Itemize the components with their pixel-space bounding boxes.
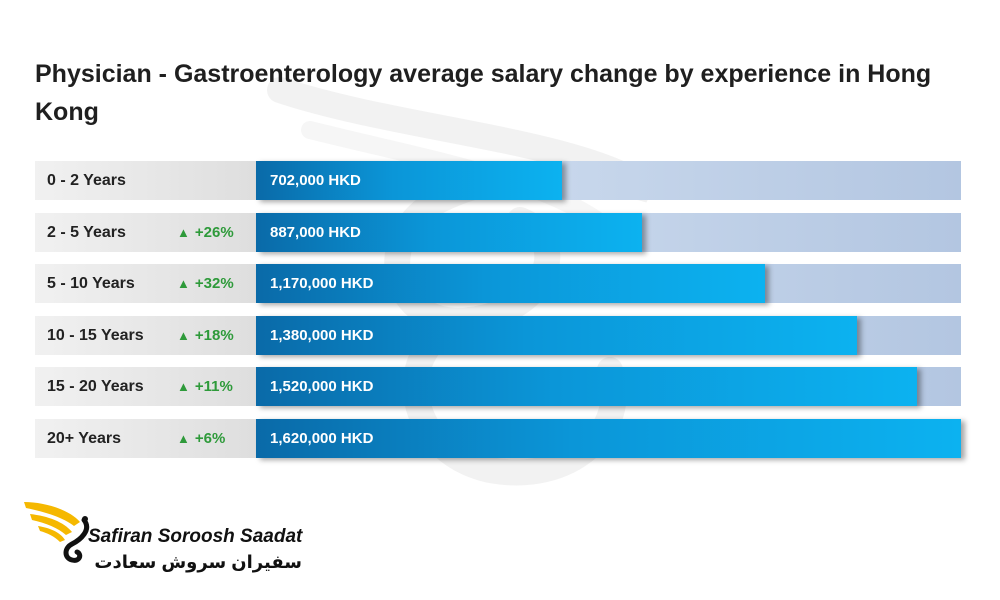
up-triangle-icon: ▲ [177, 430, 190, 446]
brand-name-en: Safiran Soroosh Saadat [88, 526, 303, 547]
category-label: 15 - 20 Years [47, 378, 144, 396]
category-label-box: 2 - 5 Years ▲ +26% [35, 212, 256, 252]
bar-value-label: 702,000 HKD [270, 172, 361, 189]
bar-value-label: 1,170,000 HKD [270, 275, 374, 293]
change-percent: +11% [194, 378, 233, 396]
salary-bar: 1,620,000 HKD [256, 418, 961, 458]
bar-row: 15 - 20 Years ▲ +11% 1,520,000 HKD [35, 367, 961, 407]
category-label-box: 10 - 15 Years ▲ +18% [35, 315, 256, 355]
change-percent: +32% [194, 275, 234, 293]
salary-bar: 1,380,000 HKD [256, 315, 857, 355]
bar-track: 1,620,000 HKD [256, 418, 961, 458]
bar-row: 0 - 2 Years 702,000 HKD [35, 161, 961, 200]
change-percent: +26% [194, 223, 234, 241]
category-label-box: 5 - 10 Years ▲ +32% [35, 264, 256, 304]
bar-row: 20+ Years ▲ +6% 1,620,000 HKD [35, 418, 961, 458]
bar-value-label: 1,620,000 HKD [270, 429, 374, 447]
category-label: 0 - 2 Years [47, 172, 126, 189]
change-percent: +6% [194, 429, 226, 447]
chart-title: Physician - Gastroenterology average sal… [35, 60, 932, 126]
change-percent: +18% [194, 326, 234, 344]
bar-value-label: 887,000 HKD [270, 223, 361, 241]
bar-value-label: 1,520,000 HKD [270, 378, 374, 396]
salary-bar-chart: 0 - 2 Years 702,000 HKD 2 - 5 Years ▲ +26% 88… [35, 161, 961, 471]
bar-track: 1,520,000 HKD [256, 367, 961, 407]
salary-bar: 1,520,000 HKD [256, 367, 918, 407]
category-label: 20+ Years [47, 429, 122, 447]
category-label: 10 - 15 Years [47, 326, 144, 344]
bar-value-label: 1,380,000 HKD [270, 326, 374, 344]
brand-logo: Safiran Soroosh Saadat سفیران سروش سعادت [20, 492, 310, 592]
wing-swan-logo-icon [24, 502, 90, 563]
bar-track: 1,380,000 HKD [256, 315, 961, 355]
category-label-box: 0 - 2 Years [35, 161, 256, 200]
up-triangle-icon: ▲ [177, 379, 190, 395]
change-indicator: ▲ +18% [177, 316, 234, 355]
salary-bar: 1,170,000 HKD [256, 264, 766, 304]
category-label: 2 - 5 Years [47, 223, 126, 241]
salary-bar: 702,000 HKD [256, 161, 562, 200]
bar-track: 887,000 HKD [256, 212, 961, 252]
change-indicator: ▲ +6% [177, 419, 225, 458]
category-label-box: 20+ Years ▲ +6% [35, 418, 256, 458]
category-label: 5 - 10 Years [47, 275, 135, 293]
bar-track: 1,170,000 HKD [256, 264, 961, 304]
up-triangle-icon: ▲ [177, 224, 190, 240]
brand-name-fa: سفیران سروش سعادت [94, 552, 302, 572]
change-indicator: ▲ +26% [177, 213, 234, 252]
up-triangle-icon: ▲ [177, 276, 190, 292]
bar-track: 702,000 HKD [256, 161, 961, 200]
bar-row: 10 - 15 Years ▲ +18% 1,380,000 HKD [35, 315, 961, 355]
category-label-box: 15 - 20 Years ▲ +11% [35, 367, 256, 407]
up-triangle-icon: ▲ [177, 327, 190, 343]
change-indicator: ▲ +11% [177, 367, 233, 406]
bar-row: 5 - 10 Years ▲ +32% 1,170,000 HKD [35, 264, 961, 304]
bar-row: 2 - 5 Years ▲ +26% 887,000 HKD [35, 212, 961, 252]
salary-bar: 887,000 HKD [256, 212, 642, 252]
change-indicator: ▲ +32% [177, 264, 234, 303]
